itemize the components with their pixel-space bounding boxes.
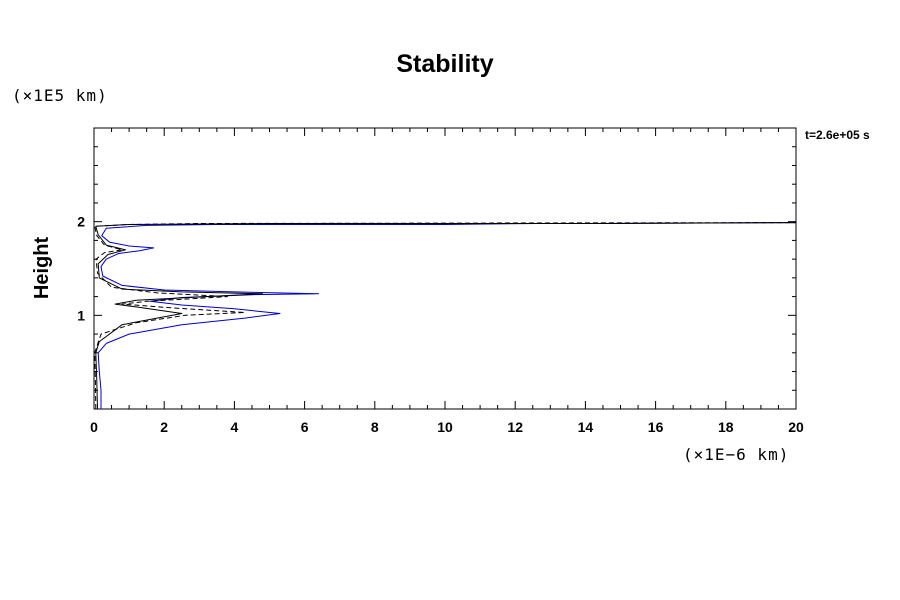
y-tick-label: 2 bbox=[77, 214, 85, 230]
x-unit-label: (×1E−6 km) bbox=[683, 445, 789, 464]
x-tick-label: 10 bbox=[437, 419, 453, 435]
series-group bbox=[94, 222, 797, 410]
x-tick-label: 16 bbox=[648, 419, 664, 435]
series-line-3 bbox=[94, 222, 797, 410]
x-tick-label: 20 bbox=[788, 419, 804, 435]
x-tick-label: 8 bbox=[371, 419, 379, 435]
time-annotation: t=2.6e+05 s bbox=[805, 128, 870, 142]
y-unit-label: (×1E5 km) bbox=[12, 86, 108, 105]
series-line-2 bbox=[95, 222, 797, 410]
x-tick-label: 6 bbox=[301, 419, 309, 435]
y-tick-label: 1 bbox=[77, 307, 85, 323]
x-tick-label: 12 bbox=[507, 419, 523, 435]
chart-title: Stability bbox=[396, 50, 493, 78]
series-line-1 bbox=[97, 222, 797, 409]
x-tick-label: 18 bbox=[718, 419, 734, 435]
plot-frame bbox=[93, 127, 797, 410]
x-tick-label: 0 bbox=[90, 419, 98, 435]
x-tick-label: 14 bbox=[578, 419, 594, 435]
x-tick-label: 4 bbox=[231, 419, 239, 435]
y-axis-label: Height bbox=[31, 237, 53, 300]
x-tick-label: 2 bbox=[160, 419, 168, 435]
